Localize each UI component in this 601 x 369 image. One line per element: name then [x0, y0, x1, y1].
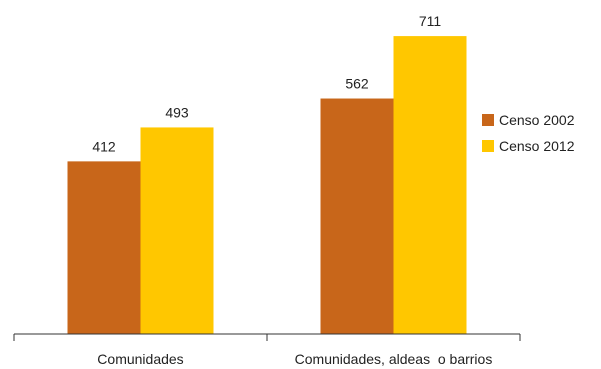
- category-label-comunidades-aldeas-o-barrios: Comunidades, aldeas o barrios: [295, 351, 493, 367]
- legend-swatch-censo-2002: [482, 114, 494, 126]
- legend-swatch-censo-2012: [482, 140, 494, 152]
- bar-censo-2012-comunidades: [140, 127, 214, 334]
- bar-censo-2002-comunidades: [67, 161, 141, 334]
- value-label-censo-2012-comunidades: 493: [165, 104, 189, 120]
- x-axis-ticks: [13, 334, 521, 341]
- legend-label-censo-2012: Censo 2012: [499, 138, 575, 154]
- legend: Censo 2002 Censo 2012: [482, 112, 575, 154]
- value-label-censo-2012-comunidades-aldeas-o-barrios: 711: [419, 13, 442, 29]
- bar-censo-2012-comunidades-aldeas-o-barrios: [393, 36, 467, 334]
- value-label-censo-2002-comunidades: 412: [92, 138, 116, 154]
- legend-label-censo-2002: Censo 2002: [499, 112, 575, 128]
- category-label-comunidades: Comunidades: [97, 351, 183, 367]
- bars-group: [67, 36, 467, 334]
- bar-censo-2002-comunidades-aldeas-o-barrios: [320, 98, 394, 334]
- value-labels-group: 412 493 562 711: [92, 13, 441, 154]
- category-labels-group: Comunidades Comunidades, aldeas o barrios: [97, 351, 492, 367]
- value-label-censo-2002-comunidades-aldeas-o-barrios: 562: [345, 76, 369, 92]
